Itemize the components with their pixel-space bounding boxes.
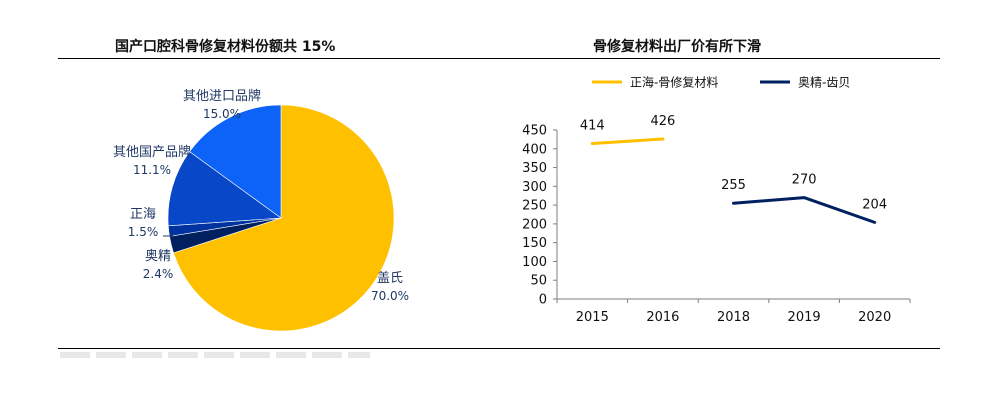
pie-label-3: 其他国产品牌 <box>113 144 191 160</box>
legend-label-1: 奥精-齿贝 <box>798 76 850 90</box>
x-tick-label: 2018 <box>717 310 750 325</box>
pie-slice-4 <box>189 104 282 219</box>
source-note-blurred <box>60 352 370 358</box>
data-label: 255 <box>721 178 746 193</box>
pie-value-3: 11.1% <box>133 163 171 177</box>
bottom-rule <box>58 348 940 349</box>
y-tick-label: 400 <box>522 142 547 157</box>
pie-label-2: 正海 <box>130 207 156 222</box>
y-tick-label: 200 <box>522 217 547 232</box>
data-label: 204 <box>862 197 887 212</box>
y-tick-label: 50 <box>530 274 547 289</box>
x-tick-label: 2015 <box>576 310 609 325</box>
series-line-0 <box>590 137 665 146</box>
pie-value-1: 2.4% <box>143 267 174 281</box>
pie-slice-3 <box>167 151 282 227</box>
pie-chart: 盖氏 70.0% 奥精 2.4% 正海 1.5% 其他国产品牌 11.1% 其他进口品牌 15.0… <box>113 88 409 332</box>
data-label: 270 <box>792 173 817 188</box>
x-tick-label: 2020 <box>858 310 891 325</box>
y-tick-label: 300 <box>522 180 547 195</box>
y-tick-label: 450 <box>522 124 547 139</box>
pie-label-4: 其他进口品牌 <box>183 88 261 104</box>
line-chart: 0 50 100 150 200 250 300 350 400 450 2015 2016 2018 2… <box>522 75 911 325</box>
pie-label-1: 奥精 <box>145 249 171 264</box>
pie-value-2: 1.5% <box>128 225 159 239</box>
top-rule <box>58 58 940 59</box>
pie-label-0: 盖氏 <box>377 271 403 286</box>
x-tick-label: 2016 <box>646 310 679 325</box>
y-tick-label: 150 <box>522 236 547 251</box>
pie-value-0: 70.0% <box>371 289 409 303</box>
pie-chart-title: 国产口腔科骨修复材料份额共 15% <box>115 39 336 55</box>
pie-value-4: 15.0% <box>203 107 241 121</box>
pie-slice-0 <box>173 104 395 332</box>
legend-label-0: 正海-骨修复材料 <box>630 75 718 90</box>
y-tick-label: 100 <box>522 255 547 270</box>
line-chart-title: 骨修复材料出厂价有所下滑 <box>593 39 761 55</box>
pie-leader-line <box>163 232 175 237</box>
y-tick-label: 250 <box>522 199 547 214</box>
data-label: 414 <box>580 119 605 134</box>
data-label: 426 <box>650 114 675 129</box>
series-line-1 <box>732 196 877 224</box>
x-tick-label: 2019 <box>788 310 821 325</box>
y-tick-label: 0 <box>539 293 547 308</box>
y-tick-label: 350 <box>522 161 547 176</box>
